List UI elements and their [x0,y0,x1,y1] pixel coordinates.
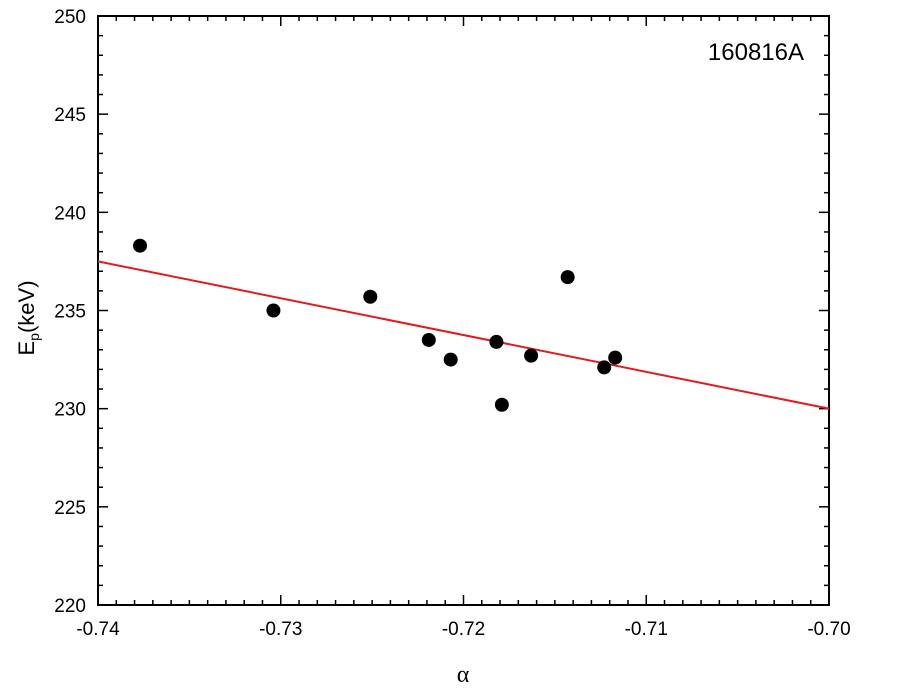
y-tick-label: 230 [54,400,86,421]
x-tick-label: -0.72 [442,619,485,640]
y-tick-label: 240 [54,203,86,224]
data-point [421,332,436,347]
x-axis-label: α [457,662,470,688]
grb-annotation: 160816A [708,39,804,66]
plot-area [97,15,830,606]
y-axis-label-main: E [14,341,39,356]
y-tick-label: 220 [54,596,86,617]
data-point [363,289,378,304]
data-point [266,303,281,318]
data-point [560,270,575,285]
x-tick-label: -0.73 [259,619,302,640]
x-tick-label: -0.71 [625,619,668,640]
y-axis-label-rest: (keV) [14,280,39,333]
data-point [494,397,509,412]
x-tick-label: -0.74 [76,619,120,640]
y-axis-label-sub: p [26,333,42,341]
y-tick-label: 245 [54,105,86,126]
data-point [133,238,148,253]
y-tick-label: 235 [54,302,86,323]
y-tick-label: 225 [54,498,86,519]
data-point [597,360,612,375]
y-axis-label: Ep(keV) [14,280,42,355]
x-tick-label: -0.70 [807,619,850,640]
data-point [489,334,504,349]
y-tick-label: 250 [54,7,86,28]
plot-frame [97,15,830,606]
axis-ticks [97,15,830,606]
chart-marks [97,238,830,412]
data-point [608,350,623,365]
fit-line [97,260,830,410]
data-point [443,352,458,367]
tick-labels: -0.74 -0.73 -0.72 -0.71 -0.70 220 225 230 235 240… [54,7,850,640]
data-point [524,348,539,363]
